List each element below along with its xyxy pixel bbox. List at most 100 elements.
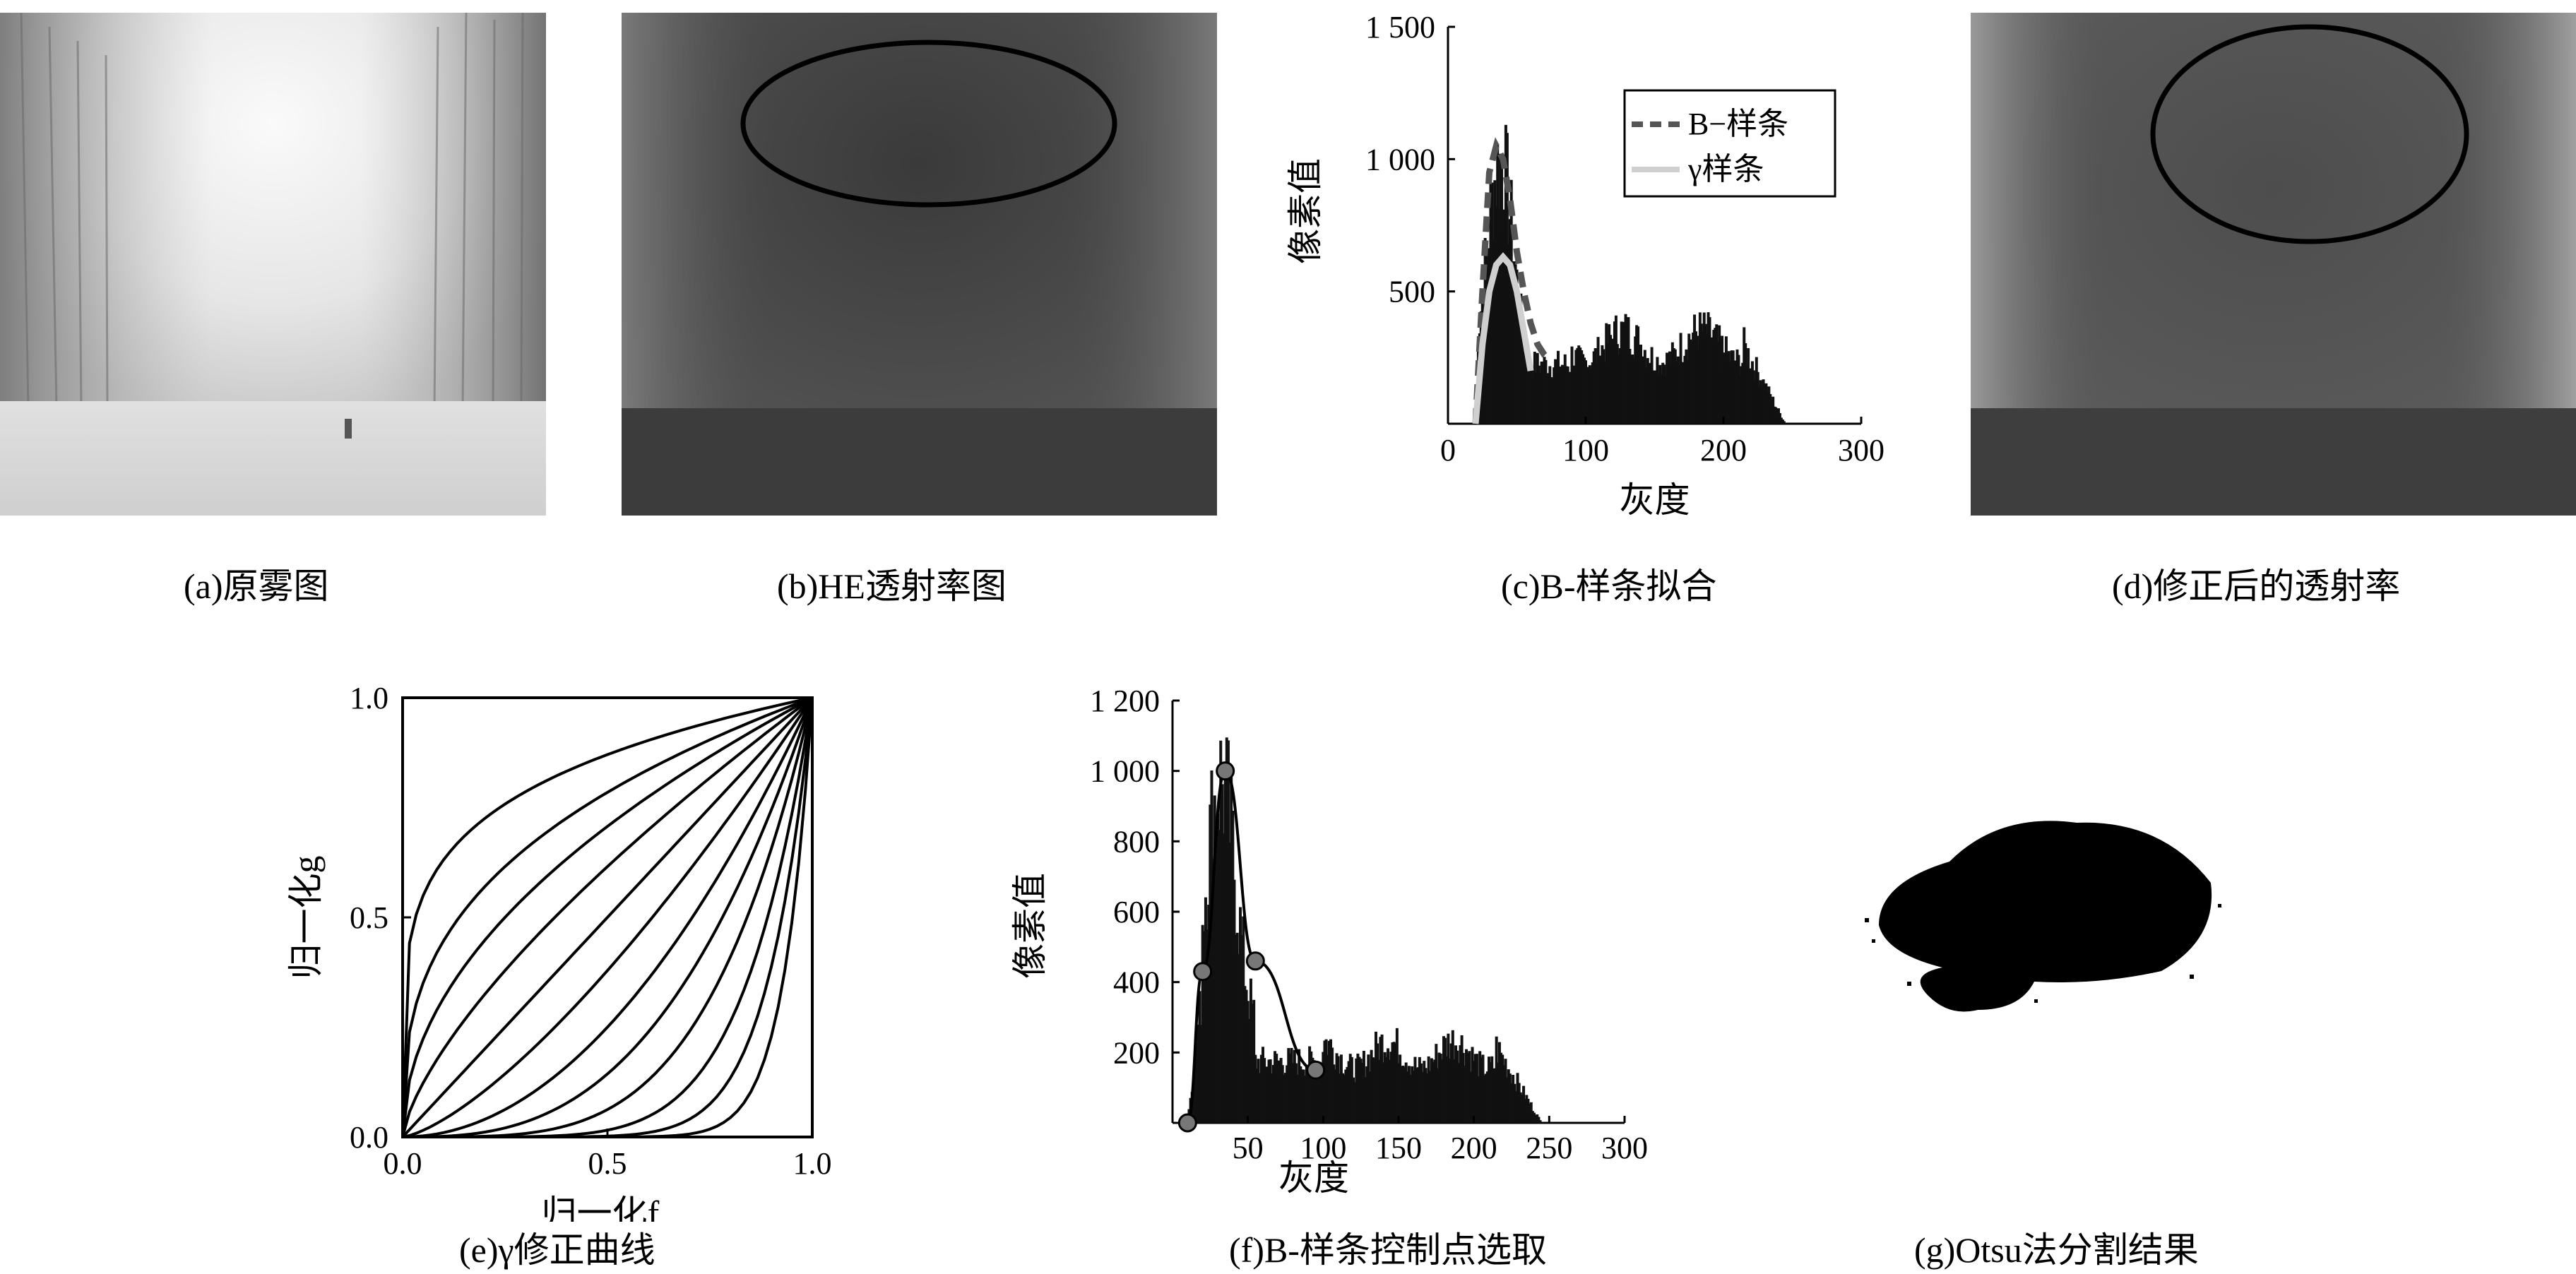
histogram-bar [1216,813,1219,1123]
histogram-bar [1269,1059,1272,1123]
y-tick-label: 1 200 [1090,684,1160,718]
histogram-bar [1347,1061,1351,1123]
histogram-bar [1538,1120,1542,1123]
histogram-bar [1294,1063,1298,1123]
y-axis-label: 归一化g [286,856,326,980]
gamma-curve [402,696,814,1138]
histogram-bar [1338,1073,1341,1123]
histogram-bar [1389,1052,1393,1123]
histogram-bar [1368,1071,1372,1123]
histogram-bar [1388,1059,1391,1123]
histogram-bar [1782,421,1786,424]
histogram-bar [1430,1058,1433,1123]
histogram-bar [1500,1052,1503,1123]
y-tick-label: 800 [1113,824,1160,859]
histogram-bar [1207,905,1211,1123]
histogram-bar [1320,1067,1324,1123]
x-tick-label: 150 [1375,1131,1422,1165]
histogram-bar [1512,1074,1515,1123]
he-region-ellipse [740,40,1117,208]
histogram-bar [1525,1095,1529,1123]
histogram-bar [1445,1056,1449,1123]
histogram-bar [1472,1061,1476,1123]
x-tick-label: 300 [1601,1131,1648,1165]
x-tick-label: 100 [1562,433,1609,468]
histogram-bar [1457,1063,1461,1123]
histogram-bar [1493,1068,1497,1123]
histogram-bar [1344,1069,1348,1123]
histogram-bar [1534,1115,1538,1123]
histogram-bar [1201,924,1204,1123]
histogram-bar [1439,1053,1442,1123]
histogram-bar [1510,1083,1513,1123]
histogram-bar [1387,1048,1390,1123]
histogram-bar [1300,1069,1304,1123]
histogram-bar [1243,986,1247,1123]
histogram-bar [1317,1072,1320,1123]
histogram-bar [1332,1064,1336,1123]
chart-c: 0 100 200 300 500 1 000 1 500 灰度 像素值 B−样条 γ样条 [1271,0,1907,537]
histogram-bar [1416,1067,1420,1123]
histogram-bar [1519,1092,1522,1123]
histogram-bar [1504,1059,1507,1123]
histogram-bar [1484,1073,1488,1123]
histogram-bar [1303,1076,1307,1123]
legend-label-gamma-spline: γ样条 [1687,152,1764,186]
series-gamma-spline [1472,252,1534,424]
histogram-bar [1489,1062,1492,1123]
histogram-bar [1221,784,1224,1123]
caption-g: (g)Otsu法分割结果 [1914,1230,2199,1270]
histogram-bar [1502,1065,1506,1123]
histogram-bar [1508,1073,1512,1123]
otsu-segmentation [1766,805,2260,1102]
control-point [1177,1113,1197,1133]
histogram-bar [1418,1056,1421,1123]
histogram-bar [1432,1062,1435,1123]
histogram-bar [1230,773,1233,1123]
histogram-bar [1524,1099,1527,1123]
histogram-bar [1284,1073,1287,1123]
gamma-curve [401,696,813,1138]
histogram-bar [1394,1043,1397,1123]
histogram-bar [1258,1073,1262,1123]
histogram-bar [1376,1043,1379,1123]
histogram-bar [1413,1056,1417,1123]
control-point [1245,951,1265,971]
histogram-bar [1371,1057,1375,1123]
histogram-bar [1263,1058,1266,1123]
histogram-bar [1312,1060,1316,1123]
y-axis-label: 像素值 [1010,873,1050,979]
histogram-bar [1278,1060,1281,1123]
histogram-bar [1536,1114,1539,1123]
caption-b: (b)HE透射率图 [777,566,1007,606]
histogram-bar [1293,1049,1296,1123]
histogram-bar [1249,978,1252,1123]
histogram-bar [1194,1046,1197,1123]
histogram-bar [1195,1042,1199,1123]
histogram-bar [1246,1001,1250,1123]
histogram-bar [1259,1054,1263,1123]
histogram-bar [1252,999,1256,1123]
histogram-bar [1477,1076,1480,1123]
histogram-bar [1420,1063,1423,1123]
histogram-bar [1233,879,1236,1123]
histogram-bar [1478,1051,1482,1123]
y-tick-label: 200 [1113,1035,1160,1070]
gamma-curve [401,696,814,1138]
histogram-bar [1440,1059,1444,1123]
histogram-bar [1251,1004,1254,1123]
x-axis-label: 灰度 [1278,1158,1349,1198]
histogram-bar [1287,1048,1290,1123]
histogram-bar [1299,1066,1302,1123]
histogram-bar [1336,1056,1340,1123]
histogram-bar [1339,1054,1343,1123]
histogram-bar [1411,1066,1414,1123]
histogram-bar [1437,1052,1441,1123]
histogram-bar [1367,1054,1370,1123]
chart-f: 50 100 150 200 250 300 200 400 600 800 1 000 1 200 灰… [1010,671,1681,1222]
histogram-bar [1460,1035,1464,1123]
histogram-bar [1377,1059,1381,1123]
histogram-bar [1329,1039,1332,1123]
histogram-bar [1270,1073,1274,1123]
histogram-bar [1401,1065,1405,1123]
